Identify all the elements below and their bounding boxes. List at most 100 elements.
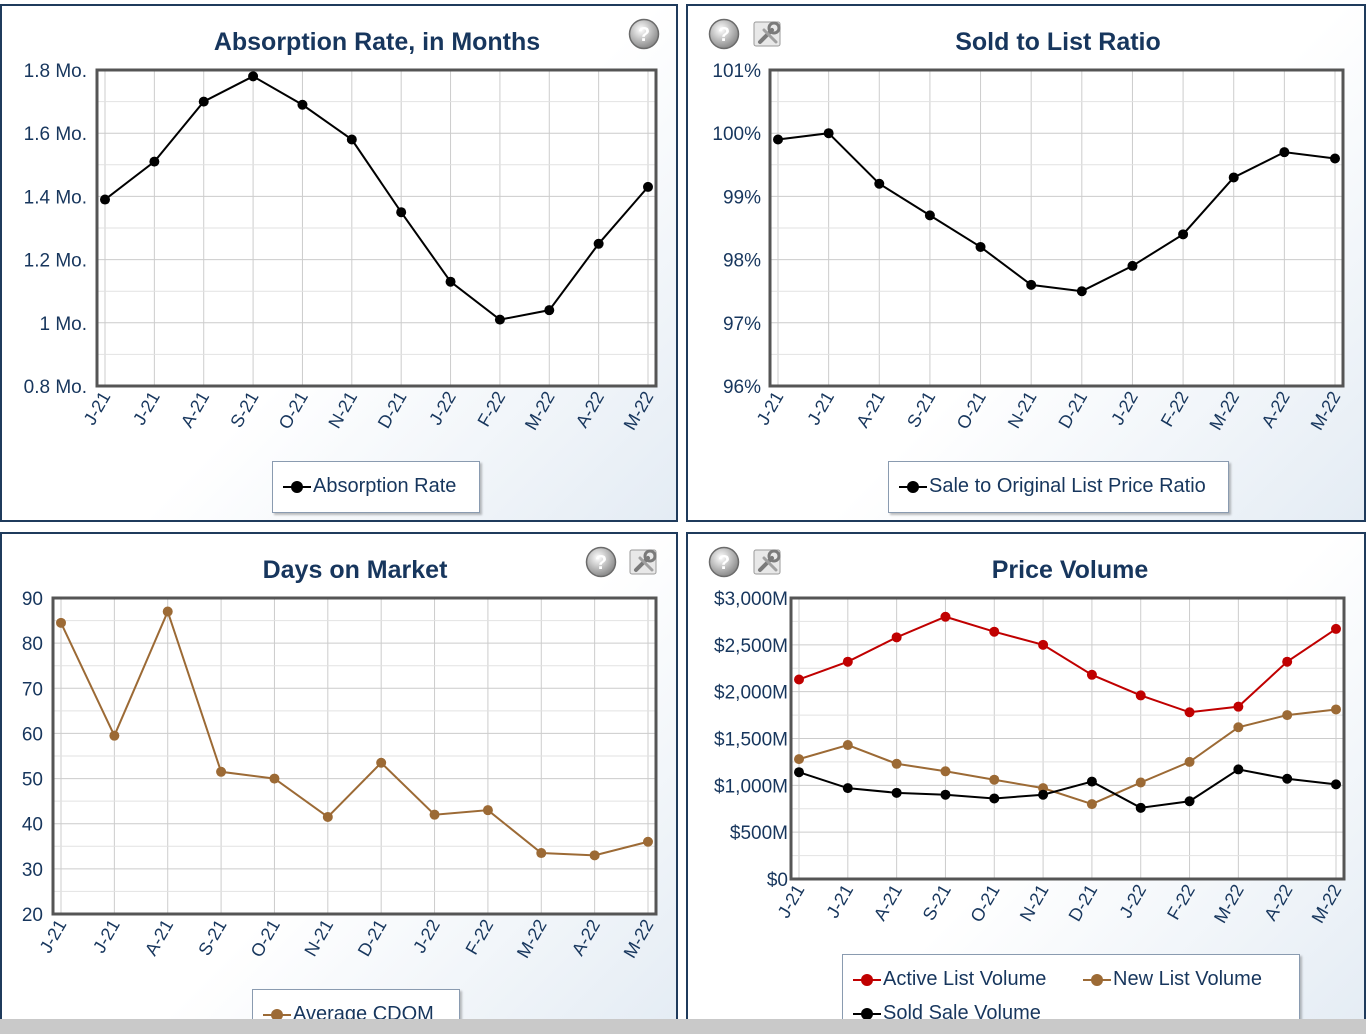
data-point <box>891 632 902 643</box>
data-point <box>1076 286 1087 297</box>
data-point <box>891 758 902 769</box>
data-point <box>924 210 935 221</box>
help-icon[interactable]: ? <box>628 18 660 50</box>
data-point <box>874 178 885 189</box>
x-tick-label: M-22 <box>1308 881 1346 927</box>
y-tick-label: $1,000M <box>714 776 788 797</box>
plot-frame <box>95 68 658 388</box>
y-tick-label: 96% <box>723 377 761 398</box>
data-point <box>1038 639 1049 650</box>
chart-title: Sold to List Ratio <box>955 28 1161 56</box>
data-point <box>1228 172 1239 183</box>
y-tick-label: $2,000M <box>714 683 788 704</box>
data-point <box>989 626 1000 637</box>
legend-item[interactable]: Sale to Original List Price Ratio <box>899 475 1206 498</box>
data-point <box>1127 260 1138 271</box>
legend-item[interactable]: Absorption Rate <box>283 475 456 498</box>
y-tick-label: 97% <box>723 314 761 335</box>
x-tick-label: M-22 <box>1210 881 1248 927</box>
data-point <box>100 194 110 205</box>
data-point <box>823 128 834 139</box>
x-tick-label: D-21 <box>1054 388 1091 432</box>
y-tick-label: 98% <box>723 251 761 272</box>
sold-to-list-panel: ? Sold to List Ratio 96% 97% 98% 99% 100% 101… <box>686 4 1366 522</box>
chart-legend[interactable]: Absorption Rate <box>272 461 480 513</box>
data-point <box>429 809 440 820</box>
data-point <box>396 207 407 218</box>
data-point <box>149 156 160 167</box>
legend-item[interactable]: New List Volume <box>1083 968 1262 991</box>
sold-to-list-chart: 96%97%98%99%100%101%J-21 J-21 A-21 S-21 O-21… <box>712 61 1345 434</box>
legend-marker-icon <box>283 480 311 493</box>
data-point <box>1282 773 1293 784</box>
y-tick-label: 90 <box>22 589 43 610</box>
y-tick-label: 1.4 Mo. <box>24 187 87 208</box>
data-point <box>989 793 1000 804</box>
x-tick-label: F-22 <box>474 388 510 430</box>
y-tick-label: 60 <box>22 724 43 745</box>
y-tick-label: 70 <box>22 679 43 700</box>
y-tick-label: 1 Mo. <box>39 314 87 335</box>
x-tick-label: A-22 <box>572 388 608 431</box>
svg-text:?: ? <box>718 552 730 574</box>
x-tick-label: O-21 <box>247 916 284 961</box>
x-tick-label: O-21 <box>953 388 990 433</box>
bottom-scrollbar[interactable] <box>0 1019 1366 1034</box>
data-point <box>842 656 853 667</box>
data-point <box>940 789 951 800</box>
x-tick-label: D-21 <box>374 388 411 432</box>
y-tick-label: $1,500M <box>714 730 788 751</box>
x-tick-label: M-22 <box>1307 388 1345 434</box>
data-point <box>1331 779 1341 790</box>
wrench-icon[interactable] <box>752 546 784 578</box>
y-tick-label: $3,000M <box>714 589 788 610</box>
y-tick-label: $0 <box>767 870 788 891</box>
legend-item[interactable]: Sold Sale Volume <box>853 1002 1041 1025</box>
data-point <box>1086 799 1097 810</box>
data-point <box>643 836 653 847</box>
chart-title: Days on Market <box>262 556 448 584</box>
data-point <box>1233 701 1244 712</box>
chart-legend[interactable]: Sale to Original List Price Ratio <box>888 461 1229 513</box>
data-point <box>794 754 804 765</box>
help-icon[interactable]: ? <box>708 546 740 578</box>
x-tick-label: M-22 <box>1205 388 1243 434</box>
x-tick-label: S-21 <box>903 388 939 431</box>
x-tick-label: J-21 <box>822 881 857 921</box>
series-line <box>798 708 1337 806</box>
x-tick-label: A-21 <box>177 388 213 431</box>
data-point <box>445 276 456 287</box>
data-point <box>589 850 600 861</box>
data-point <box>989 774 1000 785</box>
data-point <box>1331 704 1341 715</box>
data-point <box>56 617 66 628</box>
legend-item[interactable]: Active List Volume <box>853 968 1046 991</box>
help-icon[interactable]: ? <box>708 18 740 50</box>
data-point <box>1184 756 1195 767</box>
y-tick-label: 101% <box>712 61 761 82</box>
data-point <box>1026 279 1037 290</box>
plot-frame <box>789 596 1346 881</box>
legend-marker-icon <box>853 1007 881 1020</box>
x-tick-label: J-21 <box>803 388 838 428</box>
x-tick-label: S-21 <box>194 916 230 959</box>
x-tick-label: O-21 <box>275 388 312 433</box>
data-point <box>297 99 308 110</box>
x-tick-label: A-22 <box>1257 388 1293 431</box>
data-point <box>842 740 853 751</box>
wrench-icon[interactable] <box>752 18 784 50</box>
help-icon[interactable]: ? <box>585 546 617 578</box>
svg-text:?: ? <box>638 24 650 46</box>
series-line <box>60 608 649 857</box>
x-tick-label: A-21 <box>870 881 906 924</box>
data-point <box>794 674 804 685</box>
x-tick-label: F-22 <box>462 916 498 958</box>
wrench-icon[interactable] <box>628 546 660 578</box>
price-volume-chart: $0 $500M $1,000M $1,500M $2,000M $2,500M $3,00… <box>714 589 1346 927</box>
data-point <box>1184 796 1195 807</box>
series-line <box>798 768 1337 809</box>
y-tick-label: $500M <box>730 823 788 844</box>
data-point <box>536 848 547 859</box>
data-point <box>593 238 604 249</box>
data-point <box>1135 802 1146 813</box>
